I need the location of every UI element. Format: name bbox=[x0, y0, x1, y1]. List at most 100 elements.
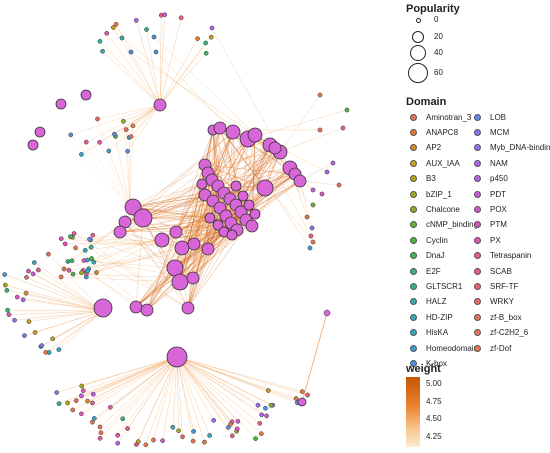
network-edge bbox=[229, 151, 281, 200]
network-node-small bbox=[203, 40, 208, 46]
network-edge bbox=[159, 17, 182, 106]
network-node-small bbox=[90, 400, 95, 406]
network-edge bbox=[97, 118, 131, 208]
network-node-small bbox=[125, 148, 130, 154]
network-edge bbox=[102, 51, 161, 106]
network-node-small bbox=[195, 36, 200, 41]
network-node-small bbox=[225, 425, 231, 430]
network-node bbox=[93, 298, 113, 318]
network-edge bbox=[146, 127, 221, 311]
network-node bbox=[113, 225, 127, 239]
network-node-small bbox=[2, 272, 8, 277]
network-node-small bbox=[94, 270, 99, 275]
network-node-small bbox=[85, 398, 90, 404]
network-node-small bbox=[263, 405, 268, 411]
domain-color-swatch bbox=[474, 313, 481, 321]
domain-label: Tetraspanin bbox=[490, 251, 532, 261]
network-node-small bbox=[97, 424, 103, 430]
network-edge bbox=[119, 224, 219, 233]
network-edge bbox=[124, 221, 177, 233]
domain-color-swatch bbox=[410, 267, 417, 275]
domain-label: ANAPC8 bbox=[426, 127, 459, 137]
network-node-small bbox=[43, 349, 49, 355]
network-edge bbox=[301, 312, 328, 403]
network-edge bbox=[209, 185, 237, 219]
domain-color-swatch bbox=[474, 236, 481, 244]
domain-legend-item: MCM bbox=[474, 126, 509, 138]
network-edge bbox=[127, 104, 161, 152]
network-edge bbox=[146, 131, 234, 311]
network-edge bbox=[187, 234, 233, 309]
popularity-legend-title: Popularity bbox=[406, 3, 460, 15]
network-edge bbox=[181, 138, 249, 249]
network-node-small bbox=[180, 434, 185, 440]
network-node bbox=[153, 98, 167, 112]
domain-color-swatch bbox=[410, 113, 417, 121]
weight-tick-label: 4.50 bbox=[426, 414, 442, 423]
network-edge bbox=[187, 217, 211, 309]
network-edge bbox=[176, 356, 205, 443]
network-node-small bbox=[79, 270, 84, 276]
network-node bbox=[186, 271, 200, 285]
network-node-small bbox=[22, 333, 27, 338]
domain-label: K-box bbox=[426, 358, 447, 368]
network-node-small bbox=[307, 245, 313, 251]
network-node-small bbox=[178, 15, 184, 21]
network-node bbox=[201, 242, 215, 256]
network-node-small bbox=[80, 388, 86, 394]
network-node-small bbox=[89, 256, 94, 261]
network-node-small bbox=[54, 390, 60, 395]
network-node-small bbox=[12, 317, 17, 323]
domain-label: Cyclin bbox=[426, 235, 448, 245]
network-edge bbox=[176, 356, 231, 425]
network-node-small bbox=[73, 245, 78, 251]
network-edge bbox=[124, 131, 234, 223]
network-edge bbox=[146, 225, 253, 311]
network-node-small bbox=[209, 25, 215, 31]
domain-legend-item: zf-Dof bbox=[474, 342, 511, 354]
domain-color-swatch bbox=[474, 252, 481, 260]
network-node bbox=[187, 237, 201, 251]
network-edge bbox=[83, 356, 178, 391]
network-edge bbox=[110, 356, 178, 408]
network-edge bbox=[113, 27, 161, 106]
network-edge bbox=[193, 194, 206, 245]
network-edge bbox=[146, 200, 214, 311]
domain-label: Chalcone bbox=[426, 204, 460, 214]
domain-legend-item: NAM bbox=[474, 157, 508, 169]
network-edge bbox=[130, 51, 256, 136]
network-edge bbox=[176, 356, 262, 434]
network-node-small bbox=[91, 259, 97, 265]
network-edge bbox=[146, 231, 177, 311]
network-node bbox=[34, 126, 46, 138]
domain-label: GLTSCR1 bbox=[426, 281, 463, 291]
network-node-small bbox=[299, 389, 305, 394]
network-edge bbox=[132, 183, 203, 208]
network-edge bbox=[81, 104, 161, 155]
weight-tick-label: 5.00 bbox=[426, 379, 442, 388]
network-node-small bbox=[268, 402, 274, 408]
node-layer bbox=[2, 12, 350, 448]
domain-label: B3 bbox=[426, 174, 436, 184]
network-node-small bbox=[308, 233, 314, 239]
network-edge bbox=[90, 239, 176, 269]
domain-color-swatch bbox=[474, 190, 481, 198]
network-node-small bbox=[68, 132, 74, 138]
network-node-small bbox=[97, 38, 103, 44]
network-node-small bbox=[324, 169, 330, 175]
domain-legend-title: Domain bbox=[406, 96, 447, 108]
network-edge bbox=[142, 217, 189, 309]
domain-legend-item: HD-ZIP bbox=[410, 311, 453, 323]
domain-label: p450 bbox=[490, 174, 508, 184]
network-node-small bbox=[108, 404, 113, 410]
network-edge bbox=[122, 356, 178, 419]
network-node bbox=[323, 309, 331, 317]
network-edge bbox=[247, 138, 314, 206]
domain-legend-item: Tetraspanin bbox=[474, 250, 531, 262]
network-edge bbox=[129, 136, 132, 208]
network-edge bbox=[70, 134, 131, 208]
network-node-small bbox=[83, 139, 89, 145]
network-edge bbox=[176, 356, 259, 406]
network-edge bbox=[219, 127, 266, 189]
popularity-size-label: 40 bbox=[434, 48, 443, 57]
